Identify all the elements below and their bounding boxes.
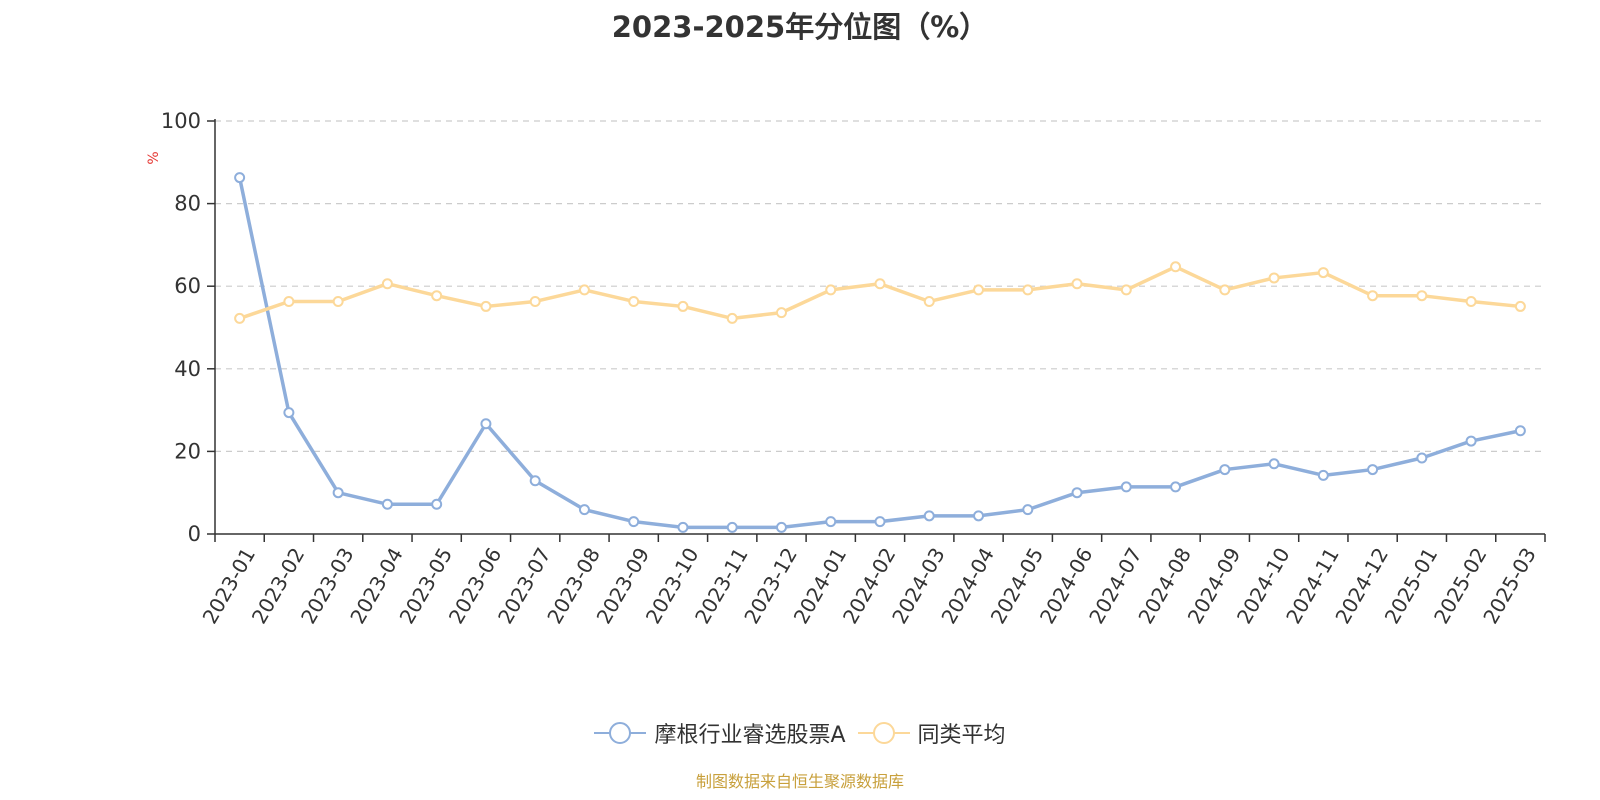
legend-label: 同类平均	[917, 723, 1006, 748]
data-point	[1317, 469, 1329, 481]
data-point	[825, 284, 837, 296]
data-point	[677, 300, 689, 312]
data-point	[1120, 284, 1132, 296]
data-point	[283, 407, 295, 419]
data-point	[431, 290, 443, 302]
data-point	[628, 295, 640, 307]
legend-label: 摩根行业睿选股票A	[654, 723, 846, 748]
data-point	[874, 278, 886, 290]
data-point	[1022, 504, 1034, 516]
data-point	[923, 295, 935, 307]
data-point	[529, 475, 541, 487]
legend-item[interactable]: 摩根行业睿选股票A	[594, 717, 846, 749]
data-point	[332, 295, 344, 307]
data-point	[1367, 290, 1379, 302]
y-tick-label: 20	[174, 439, 201, 463]
data-point	[923, 510, 935, 522]
data-point	[1219, 284, 1231, 296]
data-point	[1465, 295, 1477, 307]
data-point	[1219, 464, 1231, 476]
data-point	[1514, 300, 1526, 312]
legend-marker-icon	[857, 722, 910, 744]
data-point	[381, 278, 393, 290]
y-tick-label: 60	[174, 274, 201, 298]
data-point	[1268, 272, 1280, 284]
data-point	[628, 516, 640, 528]
data-point	[973, 284, 985, 296]
data-point	[677, 521, 689, 533]
data-point	[1170, 481, 1182, 493]
data-point	[1416, 452, 1428, 464]
y-tick-label: 0	[188, 522, 201, 546]
legend-marker-icon	[594, 722, 647, 744]
grid-lines	[215, 120, 1545, 452]
y-tick-label: 100	[161, 109, 201, 133]
data-point	[529, 295, 541, 307]
data-point	[578, 284, 590, 296]
data-point	[775, 307, 787, 319]
data-point	[1120, 481, 1132, 493]
series-1	[234, 261, 1526, 324]
data-point	[775, 521, 787, 533]
data-point	[726, 521, 738, 533]
data-point	[1071, 278, 1083, 290]
data-point	[726, 312, 738, 324]
data-point	[283, 295, 295, 307]
data-point	[1071, 487, 1083, 499]
data-point	[332, 487, 344, 499]
chart-title: 2023-2025年分位图（%）	[611, 10, 989, 44]
series-0	[234, 172, 1526, 533]
data-point	[234, 312, 246, 324]
series-lines	[234, 172, 1526, 533]
y-tick-label: 80	[174, 192, 201, 216]
data-source-note: 制图数据来自恒生聚源数据库	[695, 772, 904, 791]
y-tick-label: 40	[174, 357, 201, 381]
data-point	[1416, 290, 1428, 302]
data-point	[381, 498, 393, 510]
data-point	[825, 516, 837, 528]
legend: 摩根行业睿选股票A 同类平均	[0, 717, 1600, 753]
data-point	[1465, 435, 1477, 447]
data-point	[431, 498, 443, 510]
legend-item[interactable]: 同类平均	[857, 717, 1006, 749]
y-axis-unit: %	[146, 151, 162, 164]
data-point	[578, 504, 590, 516]
data-point	[480, 300, 492, 312]
data-point	[1317, 267, 1329, 279]
data-point	[973, 510, 985, 522]
data-point	[234, 172, 246, 184]
data-point	[1170, 261, 1182, 273]
data-point	[480, 418, 492, 430]
data-point	[1514, 425, 1526, 437]
data-point	[874, 516, 886, 528]
data-point	[1367, 464, 1379, 476]
data-point	[1022, 284, 1034, 296]
data-point	[1268, 458, 1280, 470]
